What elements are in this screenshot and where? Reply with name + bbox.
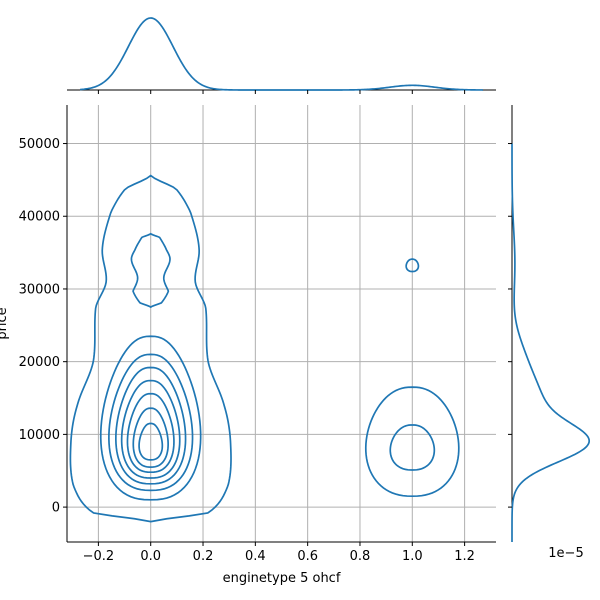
- y-tick-label: 30000: [19, 282, 60, 297]
- y-tick-label: 0: [52, 501, 60, 516]
- kde-contours: [69, 174, 460, 523]
- x-tick-label: 1.2: [454, 549, 475, 564]
- x-tick-label: 0.0: [140, 549, 161, 564]
- x-tick-label: 0.8: [350, 549, 371, 564]
- y-axis-label: price: [0, 307, 10, 339]
- x-tick-label: 1.0: [402, 549, 423, 564]
- kde-contour-level: [138, 422, 164, 461]
- y-tick-label: 50000: [19, 137, 60, 152]
- kde-contour-level: [108, 353, 194, 492]
- grid: [67, 105, 496, 542]
- x-axis-label: enginetype 5 ohcf: [223, 571, 341, 586]
- x-tick-label: 0.4: [245, 549, 266, 564]
- top-marginal-kde: [67, 17, 496, 94]
- kde-contour-level: [132, 407, 169, 468]
- kde-contour-level: [114, 366, 187, 485]
- kde-contour-level: [99, 335, 202, 501]
- kde-contour-level: [120, 379, 181, 479]
- kde-contour-upper-lobe: [130, 232, 171, 309]
- kde-contour-level: [389, 424, 436, 471]
- kde-contour-level: [126, 392, 175, 474]
- top-marginal-curve: [80, 17, 483, 91]
- y-tick-label: 20000: [19, 355, 60, 370]
- y-tick-label: 40000: [19, 210, 60, 225]
- x-tick-label: 0.6: [297, 549, 318, 564]
- right-marginal-curve: [511, 143, 591, 542]
- y-tick-label: 10000: [19, 428, 60, 443]
- kde-contour-level: [364, 386, 460, 498]
- right-marginal-kde: [508, 105, 591, 542]
- kde-contour-outer: [69, 174, 232, 523]
- x-tick-label: −0.2: [83, 549, 115, 564]
- kde-contour-level: [405, 258, 420, 273]
- x-tick-label: 0.2: [193, 549, 214, 564]
- right-marginal-offset-text: 1e−5: [548, 546, 583, 561]
- axes: −0.2 0.0 0.2 0.4 0.6 0.8 1.0 1.2 0 10000 20000 3000…: [19, 105, 496, 564]
